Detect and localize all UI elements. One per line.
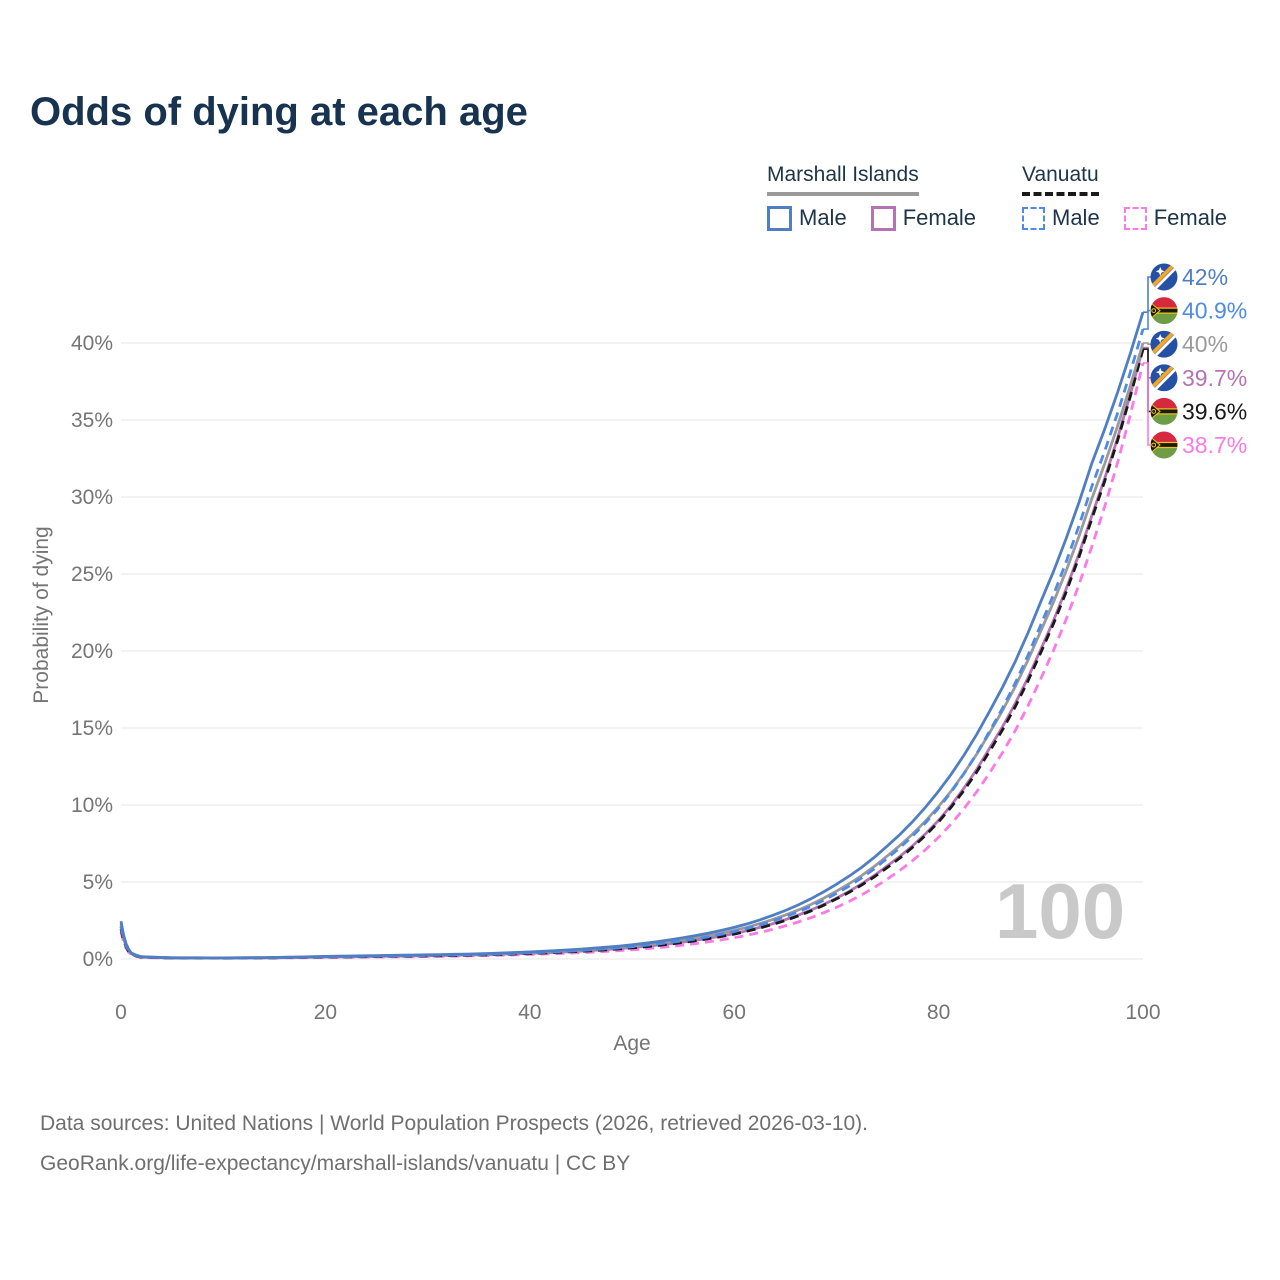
vanuatu-flag-icon (1150, 431, 1178, 459)
y-tick-label: 0% (83, 948, 113, 971)
y-tick-label: 25% (71, 563, 113, 586)
page-title: Odds of dying at each age (30, 90, 528, 134)
leader-line (1143, 362, 1152, 446)
end-label-marshall-islands-male: 42% (1143, 263, 1228, 314)
data-source-text: Data sources: United Nations | World Pop… (40, 1112, 869, 1135)
end-label-value: 38.7% (1182, 432, 1247, 458)
legend-label-vanuatu-male[interactable]: Male (1052, 205, 1100, 230)
leader-line (1143, 309, 1152, 330)
end-label-value: 39.7% (1182, 365, 1247, 391)
y-tick-label: 10% (71, 794, 113, 817)
marshall-islands-flag-icon (1150, 330, 1178, 358)
end-label-value: 40% (1182, 331, 1228, 357)
x-tick-label: 40 (518, 1001, 541, 1024)
legend-label-marshall-female[interactable]: Female (902, 205, 977, 230)
legend-group-marshall-islands: Marshall Islands Male Female (767, 163, 1000, 231)
marshall-islands-flag-icon (1150, 364, 1178, 392)
series-line-vanuatu-male[interactable] (119, 328, 1145, 960)
y-axis-title: Probability of dying (30, 526, 53, 703)
end-label-marshall-islands-female: 39.7% (1143, 346, 1247, 392)
y-tick-label: 30% (71, 486, 113, 509)
series-line-vanuatu-total[interactable] (119, 348, 1145, 960)
legend-label-vanuatu-female[interactable]: Female (1153, 205, 1228, 230)
footer: Data sources: United Nations | World Pop… (40, 1104, 868, 1184)
end-label-value: 40.9% (1182, 298, 1247, 324)
legend-swatch-marshall-female[interactable] (870, 205, 896, 231)
x-tick-label: 100 (1125, 1001, 1160, 1024)
end-label-vanuatu-female: 38.7% (1143, 362, 1247, 459)
end-label-vanuatu-total: 39.6% (1143, 348, 1247, 425)
chart-legend: Marshall Islands Male Female Vanuatu Mal… (767, 163, 1267, 238)
y-tick-label: 35% (71, 409, 113, 432)
end-label-value: 42% (1182, 264, 1228, 290)
x-tick-label: 20 (314, 1001, 337, 1024)
legend-country-vanuatu: Vanuatu (1022, 163, 1099, 196)
leader-line (1143, 276, 1152, 314)
y-tick-label: 20% (71, 640, 113, 663)
x-tick-label: 60 (723, 1001, 746, 1024)
y-tick-label: 40% (71, 332, 113, 355)
end-label-value: 39.6% (1182, 398, 1247, 424)
end-label-vanuatu-male: 40.9% (1143, 297, 1247, 330)
y-tick-label: 5% (83, 871, 113, 894)
mortality-line-chart: 0% 5% 10% 15% 20% 25% 30% 35% 40% 0 20 40 60 80 100 Pro… (30, 263, 1247, 1055)
end-label-marshall-islands-total: 40% (1143, 330, 1228, 358)
series-line-vanuatu-female[interactable] (119, 362, 1145, 960)
marshall-islands-flag-icon (1150, 263, 1178, 291)
georank-url-text: GeoRank.org/life-expectancy/marshall-isl… (40, 1152, 631, 1175)
legend-label-marshall-male[interactable]: Male (799, 205, 847, 230)
x-axis-title: Age (613, 1032, 650, 1055)
legend-country-marshall-islands: Marshall Islands (767, 163, 919, 196)
series-line-marshall-islands-male[interactable] (119, 311, 1145, 960)
legend-group-vanuatu: Vanuatu Male Female (1022, 163, 1251, 231)
legend-swatch-marshall-male[interactable] (767, 205, 792, 231)
x-tick-label: 80 (927, 1001, 950, 1024)
legend-swatch-vanuatu-female[interactable] (1123, 206, 1147, 230)
vanuatu-flag-icon (1150, 397, 1178, 425)
watermark-age-100: 100 (995, 867, 1126, 955)
leader-line (1143, 342, 1152, 346)
series-line-marshall-islands-female[interactable] (119, 347, 1145, 960)
y-tick-label: 15% (71, 717, 113, 740)
vanuatu-flag-icon (1150, 297, 1178, 325)
x-tick-label: 0 (115, 1001, 127, 1024)
legend-swatch-vanuatu-male[interactable] (1022, 206, 1045, 230)
